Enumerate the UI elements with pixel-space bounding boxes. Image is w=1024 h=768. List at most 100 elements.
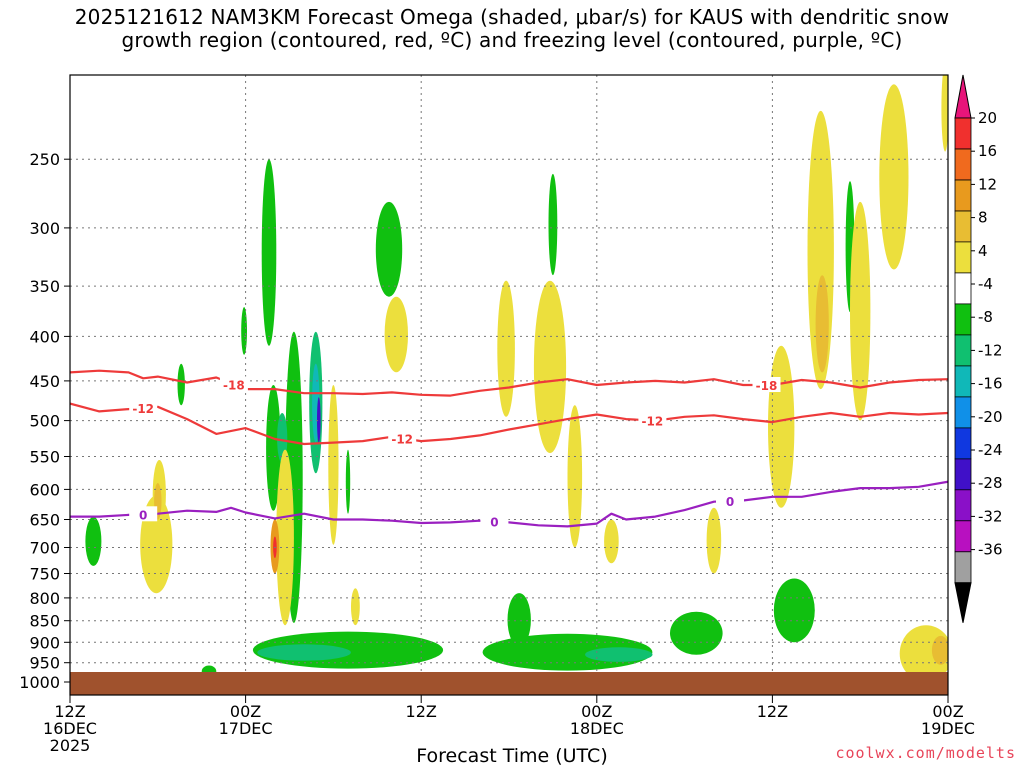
colorbar-segment	[954, 241, 972, 274]
y-tick-label: 750	[29, 565, 60, 584]
omega-region	[261, 159, 277, 346]
colorbar-label: -24	[978, 441, 1003, 459]
x-tick-label: 2025	[50, 736, 91, 755]
omega-region	[85, 516, 102, 566]
contour-line	[70, 480, 948, 528]
y-tick-label: 650	[29, 511, 60, 530]
y-axis: 250 300 350 400 450 500 550 600 650 700 750 800 850 9…	[19, 150, 70, 692]
contour-label-bg	[480, 513, 509, 529]
colorbar-segment	[954, 365, 972, 398]
colorbar-label: -8	[978, 308, 993, 326]
colorbar-label: -32	[978, 507, 1003, 525]
y-tick-label: 350	[29, 277, 60, 296]
contour-label: 0	[139, 508, 147, 522]
omega-region	[773, 578, 815, 643]
omega-region	[351, 588, 360, 626]
y-tick-label: 900	[29, 633, 60, 652]
y-tick-label: 800	[29, 589, 60, 608]
contour-label: -12	[391, 432, 413, 446]
x-axis-title: Forecast Time (UTC)	[416, 745, 608, 767]
contour-label-bg	[219, 376, 248, 392]
omega-region	[317, 397, 321, 443]
omega-region	[585, 647, 653, 662]
colorbar-label: 12	[978, 175, 997, 193]
omega-region	[604, 519, 619, 564]
colorbar-label: -36	[978, 541, 1003, 559]
colorbar-label: 4	[978, 242, 988, 260]
y-tick-label: 450	[29, 372, 60, 391]
grid-lines	[70, 75, 948, 695]
colorbar-label: -20	[978, 408, 1003, 426]
omega-region	[257, 644, 351, 661]
omega-region	[670, 611, 723, 655]
chart-title: 2025121612 NAM3KM Forecast Omega (shaded…	[0, 6, 1024, 52]
colorbar-segment	[954, 148, 972, 181]
x-tick-label: 12Z	[757, 702, 788, 721]
y-tick-label: 500	[29, 412, 60, 431]
colorbar-bottom-arrow	[954, 582, 972, 623]
colorbar-segment	[954, 179, 972, 212]
omega-region	[177, 363, 185, 406]
omega-region	[879, 84, 909, 270]
contour-label-bg	[129, 399, 158, 415]
contour-label: -12	[642, 414, 664, 428]
omega-region	[931, 635, 948, 665]
plot-frame	[69, 74, 949, 696]
omega-region	[375, 201, 403, 297]
x-tick-label: 18DEC	[570, 719, 624, 738]
colorbar-segment	[954, 427, 972, 460]
colorbar-segment	[954, 303, 972, 336]
y-tick-label: 700	[29, 539, 60, 558]
omega-region	[567, 405, 583, 548]
omega-region	[815, 275, 829, 373]
omega-region	[266, 385, 281, 511]
omega-region	[384, 296, 408, 373]
omega-region	[241, 307, 248, 355]
omega-region	[533, 280, 567, 454]
contour-label-bg	[752, 377, 781, 392]
omega-region	[276, 449, 294, 626]
y-tick-label: 550	[29, 448, 60, 467]
colorbar-segment	[954, 551, 972, 584]
colorbar-top-arrow	[954, 74, 972, 119]
omega-shading	[85, 75, 948, 682]
colorbar-label: -4	[978, 275, 993, 293]
contour-labels: -18 -18 -12 -12 -12 0 0 0	[129, 376, 781, 530]
contour-label-bg	[388, 430, 417, 446]
contour-label-bg	[129, 506, 158, 522]
colorbar-label: -16	[978, 375, 1003, 393]
x-tick-label: 12Z	[406, 702, 437, 721]
omega-region	[941, 75, 948, 152]
y-tick-label: 950	[29, 654, 60, 673]
credit-text: coolwx.com/modelts	[835, 744, 1016, 762]
ground-terrain	[70, 672, 948, 695]
contour-label-bg	[716, 493, 744, 509]
omega-region	[345, 449, 351, 514]
y-tick-label: 300	[29, 219, 60, 238]
omega-region	[850, 201, 871, 421]
colorbar-label: 20	[978, 109, 997, 127]
omega-region	[497, 280, 515, 417]
omega-region	[548, 173, 558, 276]
contour-line	[70, 369, 948, 397]
x-tick-label: 12Z	[54, 702, 85, 721]
colorbar-segment	[954, 117, 972, 150]
omega-region	[507, 593, 531, 647]
colorbar-segment	[954, 489, 972, 522]
contour-line	[70, 402, 948, 446]
colorbar-segment	[954, 334, 972, 367]
y-tick-label: 400	[29, 327, 60, 346]
y-tick-label: 1000	[19, 673, 60, 692]
colorbar-segment	[954, 458, 972, 491]
colorbar-label: -28	[978, 474, 1003, 492]
x-tick-label: 19DEC	[921, 719, 975, 738]
contour-label-bg	[638, 412, 667, 428]
x-tick-label: 17DEC	[219, 719, 273, 738]
title-line-1: 2025121612 NAM3KM Forecast Omega (shaded…	[74, 5, 950, 29]
y-tick-label: 850	[29, 612, 60, 631]
colorbar-label: 16	[978, 142, 997, 160]
x-tick-label: 00Z	[230, 702, 261, 721]
contour-label: -12	[132, 402, 154, 416]
